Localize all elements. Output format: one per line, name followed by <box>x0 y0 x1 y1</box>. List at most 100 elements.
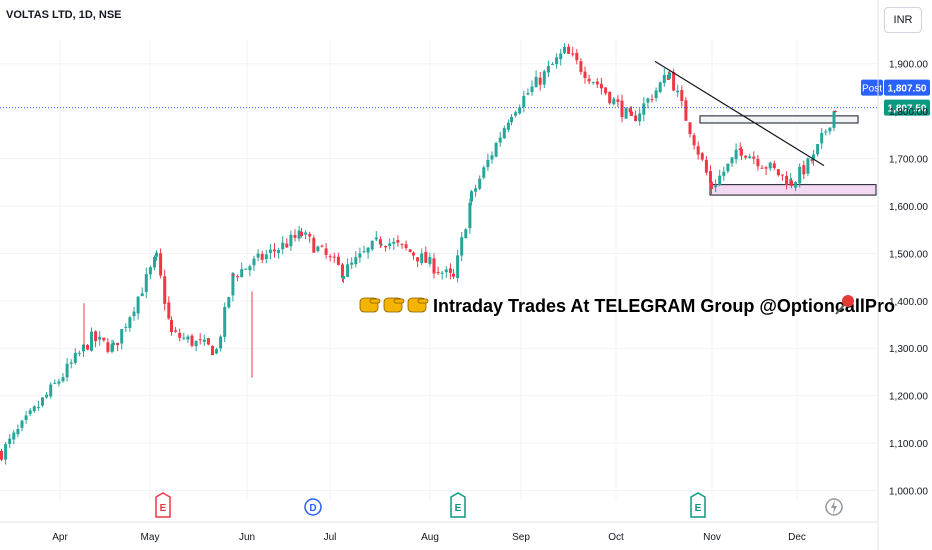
candle <box>268 243 272 260</box>
candle-body <box>170 319 173 332</box>
candle-body <box>696 146 700 155</box>
candle-body <box>350 262 354 265</box>
event-shape <box>155 492 171 518</box>
candle-body <box>714 185 718 188</box>
y-tick-label: 1,400.00 <box>889 297 928 308</box>
candle-body <box>452 273 455 277</box>
candle <box>460 231 464 262</box>
candle-body <box>86 345 90 350</box>
x-tick-label: Jun <box>239 532 255 543</box>
candle-body <box>53 382 57 384</box>
candle-body <box>77 352 81 354</box>
candle <box>772 160 776 171</box>
candle <box>148 265 152 280</box>
candle <box>336 252 340 266</box>
candle-body <box>178 332 182 338</box>
candle <box>73 348 77 365</box>
currency-button[interactable]: INR <box>884 7 922 33</box>
candle <box>412 251 415 260</box>
candle-body <box>136 296 140 314</box>
candle-body <box>252 258 256 266</box>
candle <box>163 269 167 311</box>
candle-body <box>132 311 136 317</box>
candle <box>798 163 802 188</box>
candle <box>490 151 494 164</box>
x-tick-label: Jul <box>324 532 337 543</box>
candle <box>4 441 8 465</box>
candle <box>132 307 136 321</box>
candle-body <box>273 249 276 252</box>
candle-body <box>408 249 412 253</box>
candle-body <box>583 71 587 79</box>
candle-body <box>358 253 362 258</box>
candle <box>219 334 223 352</box>
candle-body <box>824 131 828 133</box>
event-label: E <box>455 503 462 514</box>
candle <box>223 302 227 342</box>
candle-body <box>756 158 760 167</box>
candle <box>144 267 148 299</box>
candle <box>752 151 756 165</box>
candle-body <box>494 142 498 157</box>
candle-body <box>396 240 400 243</box>
candle-body <box>772 163 776 168</box>
candle-body <box>106 342 110 352</box>
candle <box>297 225 301 242</box>
candle-body <box>464 229 468 239</box>
candle-body <box>28 410 32 414</box>
candle <box>768 161 772 172</box>
pointing-hand-icon <box>407 297 429 313</box>
candle <box>530 80 534 96</box>
candle-body <box>718 175 722 185</box>
post-price-badge <box>884 79 930 96</box>
candle <box>646 97 650 109</box>
candle <box>828 127 832 135</box>
x-tick-label: Oct <box>608 532 624 543</box>
candle-body <box>384 246 388 248</box>
candle-body <box>571 53 575 55</box>
candle <box>198 333 202 345</box>
candle <box>77 350 81 357</box>
candle <box>24 411 28 424</box>
candle <box>106 338 110 354</box>
pushpin-icon <box>835 295 854 315</box>
candle-body <box>219 336 223 349</box>
candle-body <box>555 57 559 65</box>
candle <box>616 95 620 107</box>
event-label: E <box>160 503 167 514</box>
candle-body <box>587 78 591 82</box>
candle <box>824 129 828 136</box>
x-tick-label: Apr <box>52 532 68 543</box>
candle-body <box>116 342 120 346</box>
candle <box>124 323 128 332</box>
resistance-zone <box>699 115 859 124</box>
post-label: Post <box>862 84 882 95</box>
candle <box>281 236 285 255</box>
candle <box>464 227 468 239</box>
x-tick-label: Dec <box>788 532 806 543</box>
candle <box>98 330 102 346</box>
candle-body <box>366 247 370 253</box>
candle-body <box>4 444 8 460</box>
candle-body <box>624 108 628 119</box>
candle-body <box>374 237 378 240</box>
candle <box>136 295 140 320</box>
candle <box>328 254 332 262</box>
candle <box>638 108 642 126</box>
candle-body <box>223 306 227 337</box>
grid <box>0 40 878 500</box>
candle-body <box>730 157 734 164</box>
candle-body <box>232 274 235 276</box>
candle <box>595 78 599 88</box>
candle <box>583 66 587 84</box>
candle <box>526 88 530 96</box>
candle <box>128 315 132 332</box>
candle <box>542 69 546 89</box>
y-tick-label: 1,600.00 <box>889 202 928 213</box>
candle-body <box>672 72 676 91</box>
candle <box>140 287 144 297</box>
candle <box>396 235 400 247</box>
candle-body <box>308 233 312 237</box>
candle <box>563 43 566 55</box>
